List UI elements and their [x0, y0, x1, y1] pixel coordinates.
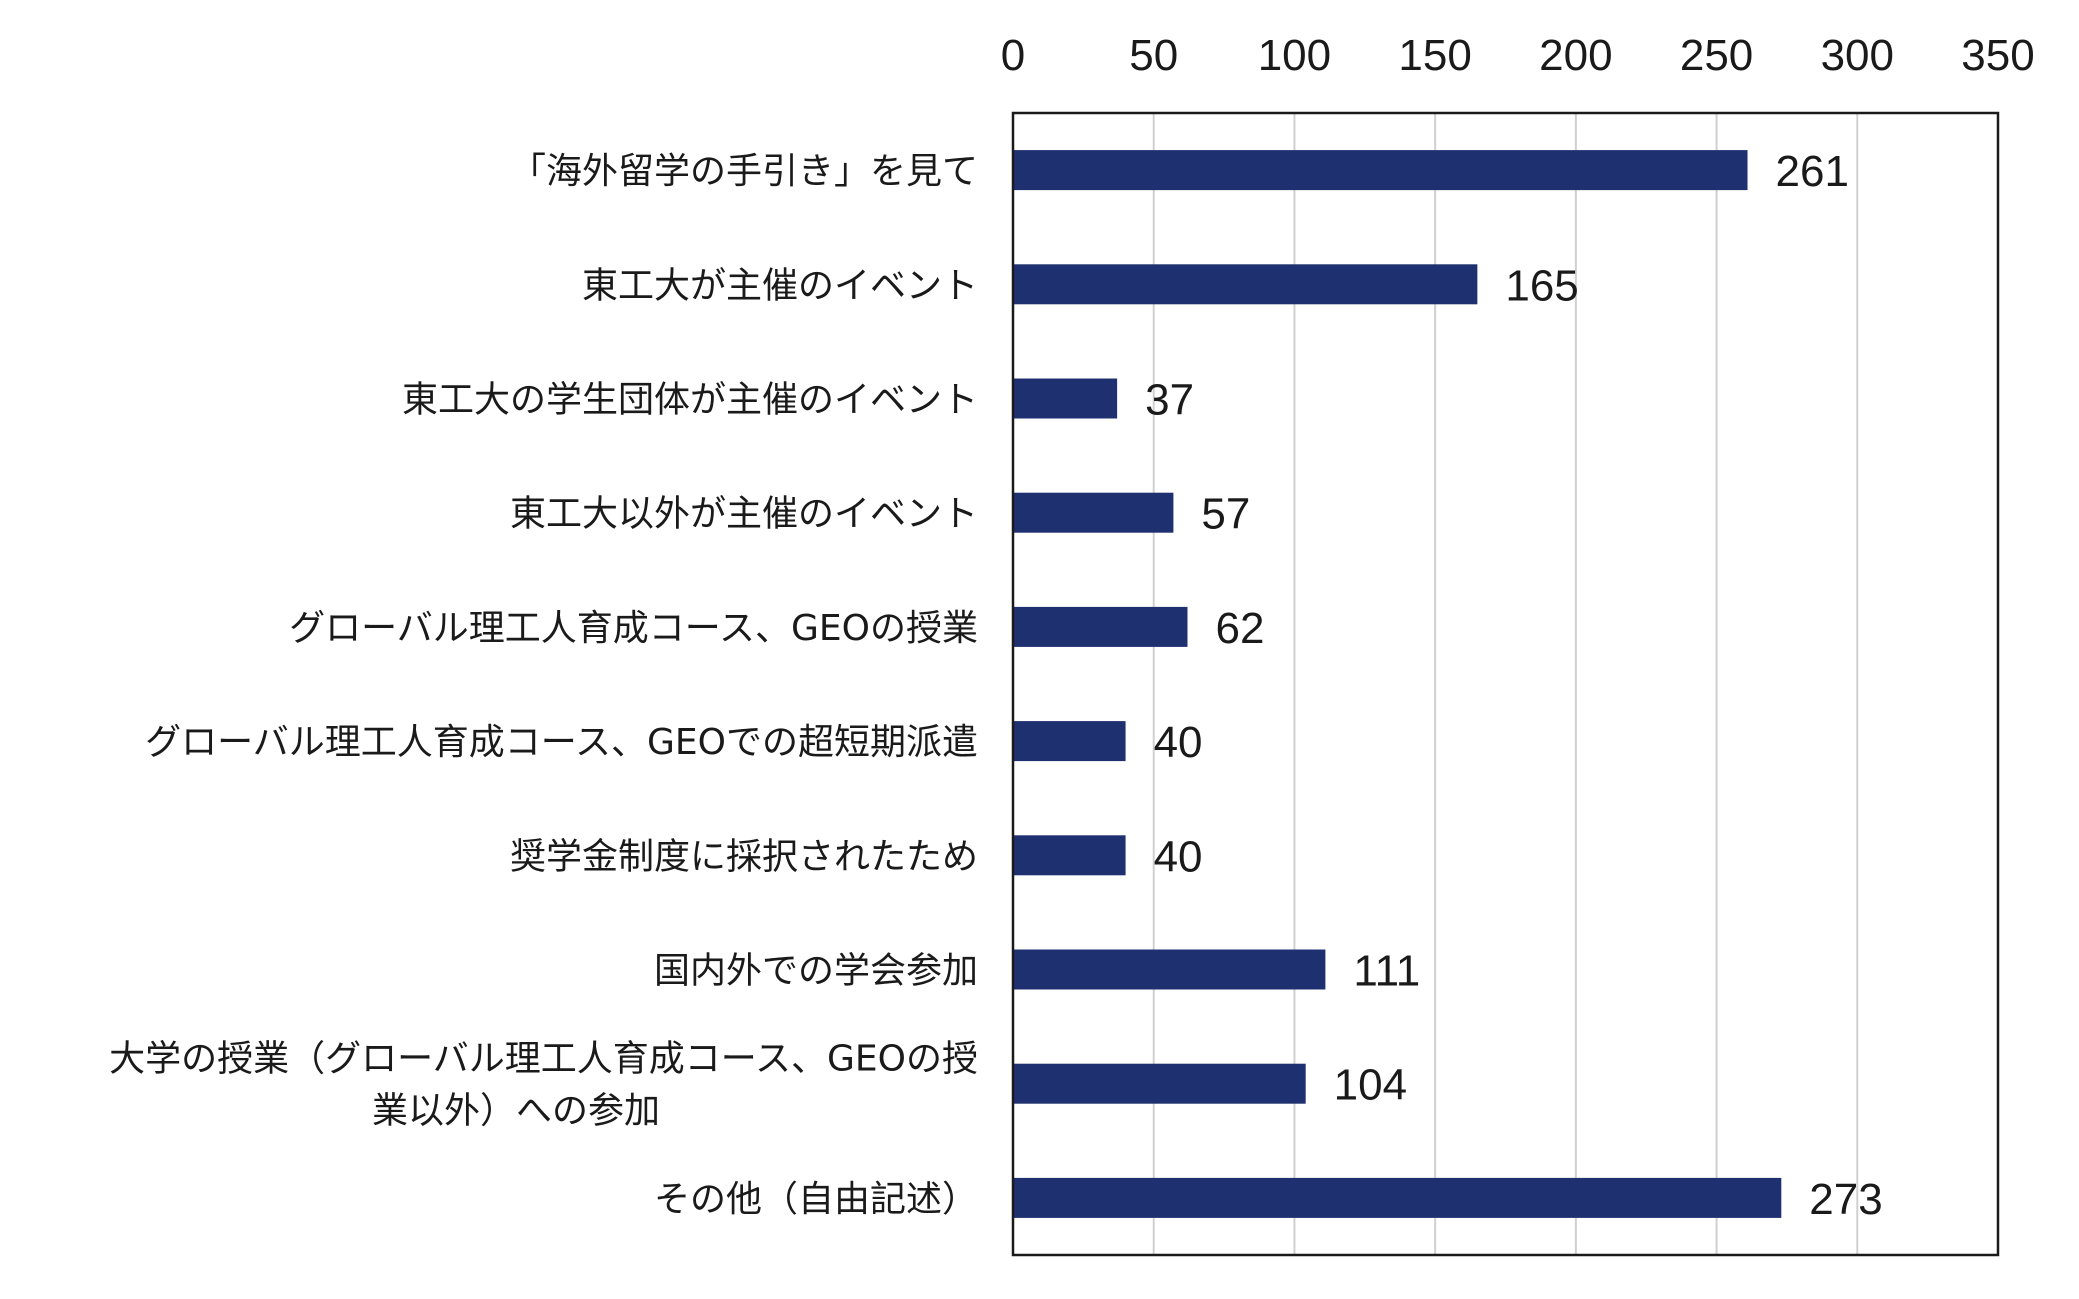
bar-1 — [1013, 150, 1748, 191]
value-label-9: 104 — [1334, 1061, 1407, 1110]
bar-3 — [1013, 378, 1118, 419]
value-label-1: 261 — [1776, 147, 1849, 196]
category-label-9: 大学の授業（グローバル理工人育成コース、GEOの授業以外）への参加 — [109, 1039, 978, 1132]
x-axis-tick-labels: 0 50 100 150 200 250 300 350 — [1001, 31, 2035, 80]
bars — [1013, 150, 1782, 1218]
bar-9 — [1013, 1063, 1306, 1104]
category-label-5: グローバル理工人育成コース、GEOの授業 — [289, 608, 978, 649]
category-labels: 「海外留学の手引き」を見て東工大が主催のイベント東工大の学生団体が主催のイベント… — [109, 151, 978, 1220]
value-label-8: 111 — [1353, 947, 1420, 996]
value-label-10: 273 — [1809, 1175, 1882, 1224]
x-tick-label-0: 0 — [1001, 31, 1025, 80]
x-tick-label-100: 100 — [1258, 31, 1331, 80]
plot-area-frame — [1011, 111, 2000, 1257]
value-label-7: 40 — [1154, 832, 1203, 881]
x-tick-label-250: 250 — [1680, 31, 1753, 80]
bar-6 — [1013, 721, 1126, 762]
bar-5 — [1013, 606, 1188, 647]
bar-2 — [1013, 264, 1478, 305]
x-tick-label-200: 200 — [1539, 31, 1612, 80]
category-label-3: 東工大の学生団体が主催のイベント — [402, 380, 978, 421]
category-label-7: 奨学金制度に採択されたため — [510, 836, 978, 877]
bar-8 — [1013, 949, 1326, 990]
x-tick-label-50: 50 — [1129, 31, 1178, 80]
value-label-2: 165 — [1505, 261, 1578, 310]
x-tick-label-150: 150 — [1398, 31, 1471, 80]
bar-7 — [1013, 835, 1126, 876]
x-tick-label-300: 300 — [1821, 31, 1894, 80]
category-label-2: 東工大が主催のイベント — [582, 265, 978, 306]
category-label-4: 東工大以外が主催のイベント — [510, 494, 978, 535]
value-label-3: 37 — [1145, 376, 1194, 425]
category-label-1: 「海外留学の手引き」を見て — [510, 151, 978, 192]
x-tick-label-350: 350 — [1961, 31, 2034, 80]
bar-4 — [1013, 492, 1174, 533]
value-labels: 261 165 37 57 62 40 40 111 104 273 — [1145, 147, 1883, 1224]
category-label-8: 国内外での学会参加 — [654, 951, 978, 992]
value-label-4: 57 — [1201, 490, 1250, 539]
value-label-5: 62 — [1215, 604, 1264, 653]
category-label-6: グローバル理工人育成コース、GEOでの超短期派遣 — [145, 722, 978, 763]
bar-10 — [1013, 1177, 1782, 1218]
value-label-6: 40 — [1154, 718, 1203, 767]
category-label-10: その他（自由記述） — [654, 1179, 978, 1220]
